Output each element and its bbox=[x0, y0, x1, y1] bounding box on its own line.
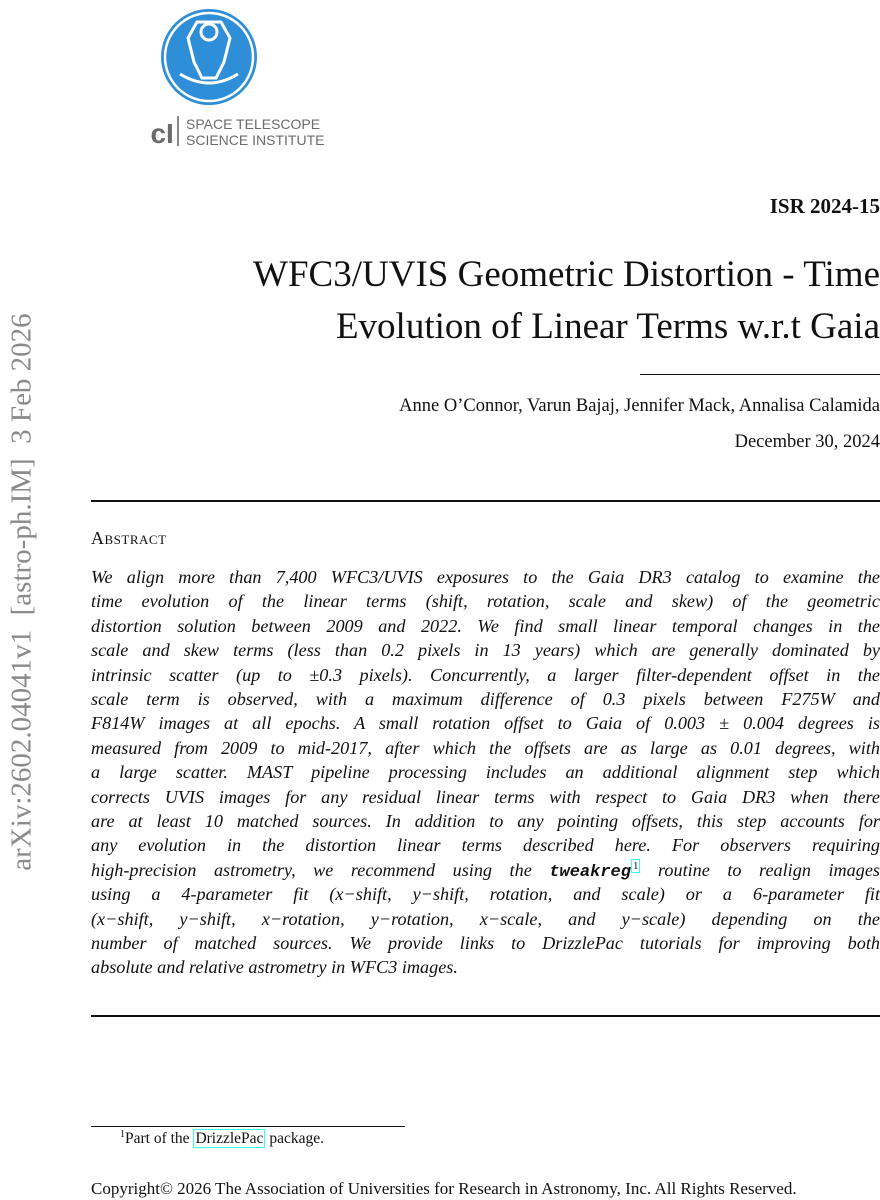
abstract-line: intrinsic scatter (up to ±0.3 pixels). C… bbox=[91, 664, 880, 685]
arxiv-stamp: arXiv:2602.04041v1 [astro-ph.IM] 3 Feb 2… bbox=[5, 313, 38, 871]
abstract-line: absolute and relative astrometry in WFC3… bbox=[91, 957, 458, 978]
abstract-text: high-precision astrometry, we recommend … bbox=[91, 859, 550, 880]
abstract-heading: Abstract bbox=[91, 528, 167, 548]
abstract-line: We align more than 7,400 WFC3/UVIS expos… bbox=[91, 567, 880, 587]
title-rule bbox=[640, 374, 880, 376]
abstract-line: corrects UVIS images for any residual li… bbox=[91, 786, 880, 807]
abstract-line: F814W images at all epochs. A small rota… bbox=[91, 713, 880, 734]
section-rule bbox=[91, 1015, 880, 1017]
logo-badge bbox=[161, 9, 257, 105]
logo: STScI SPACE TELESCOPE SCIENCE INSTITUTE bbox=[150, 9, 324, 149]
logo-name-line: SPACE TELESCOPE bbox=[186, 116, 320, 132]
abstract-line: a large scatter. MAST pipeline processin… bbox=[91, 762, 880, 783]
logo-wordmark: STScI bbox=[150, 118, 174, 149]
abstract-line: time evolution of the linear terms (shif… bbox=[91, 591, 880, 612]
footnote-ref[interactable]: 1 bbox=[630, 858, 641, 873]
abstract-line: number of matched sources. We provide li… bbox=[91, 933, 880, 953]
abstract-line: scale term is observed, with a maximum d… bbox=[91, 689, 880, 709]
section-rule bbox=[91, 500, 880, 502]
footnote-rule bbox=[91, 1126, 405, 1127]
footnote-text: package. bbox=[265, 1130, 324, 1148]
abstract-line: using a 4-parameter fit (x−shift, y−shif… bbox=[91, 884, 880, 905]
abstract-line: any evolution in the distortion linear t… bbox=[91, 835, 880, 856]
logo-name-line: SCIENCE INSTITUTE bbox=[186, 132, 324, 148]
footnote-text: Part of the bbox=[125, 1130, 194, 1148]
report-number: ISR 2024-15 bbox=[769, 194, 880, 218]
abstract-line: scale and skew terms (less than 0.2 pixe… bbox=[91, 640, 880, 661]
abstract-text: routine to realign images bbox=[640, 859, 880, 880]
abstract-line: distortion solution between 2009 and 202… bbox=[91, 615, 880, 636]
code-term: tweakreg bbox=[549, 862, 631, 882]
footnote-link[interactable]: DrizzlePac bbox=[193, 1129, 266, 1149]
date: December 30, 2024 bbox=[734, 432, 880, 452]
abstract-line: (x−shift, y−shift, x−rotation, y−rotatio… bbox=[91, 908, 880, 929]
title-line: Evolution of Linear Terms w.r.t Gaia bbox=[335, 306, 880, 347]
authors: Anne O’Connor, Varun Bajaj, Jennifer Mac… bbox=[399, 396, 880, 416]
abstract-line: measured from 2009 to mid-2017, after wh… bbox=[91, 737, 880, 758]
abstract-line: high-precision astrometry, we recommend … bbox=[91, 858, 880, 882]
title-line: WFC3/UVIS Geometric Distortion - Time bbox=[253, 254, 880, 295]
footnote: 1Part of the DrizzlePac package. bbox=[120, 1129, 324, 1149]
footnote-mark: 1 bbox=[120, 1129, 125, 1140]
abstract-line: are at least 10 matched sources. In addi… bbox=[91, 811, 880, 831]
copyright: Copyright© 2026 The Association of Unive… bbox=[91, 1179, 797, 1198]
